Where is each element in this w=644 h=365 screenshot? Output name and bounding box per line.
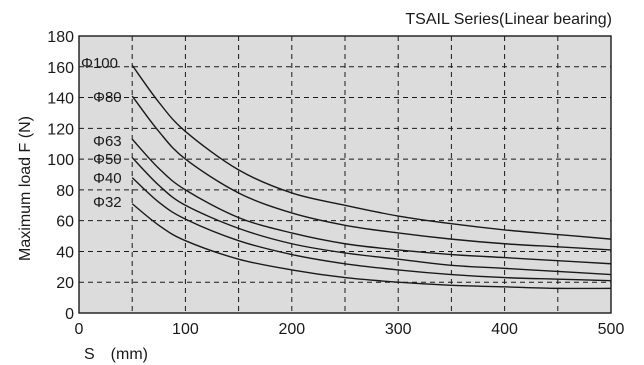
x-tick-label: 200 (278, 321, 305, 338)
y-tick-label: 60 (56, 214, 74, 231)
y-tick-label: 120 (47, 121, 74, 138)
chart-title: TSAIL Series(Linear bearing) (405, 11, 612, 28)
x-tick-label: 300 (385, 321, 412, 338)
tick-labels: 0 20 40 60 80 100 120 140 160 180 0 100 200 300 400 500 (47, 29, 624, 338)
x-tick-label: 0 (75, 321, 84, 338)
series-line-6 (131, 203, 612, 290)
x-axis-title: S (mm) (84, 346, 148, 363)
series-label-5: Φ40 (93, 170, 122, 187)
plot-frame (78, 35, 612, 314)
y-tick-label: 20 (56, 275, 74, 292)
x-tick-label: 100 (172, 321, 199, 338)
series-label-3: Φ63 (93, 133, 122, 150)
y-tick-label: 0 (65, 306, 74, 323)
series-label-4: Φ50 (93, 151, 122, 168)
series-lines (131, 64, 612, 290)
series-line-3 (131, 138, 612, 265)
y-tick-label: 100 (47, 152, 74, 169)
y-axis-title: Maximum load F (N) (17, 116, 34, 261)
series-line-1 (131, 64, 612, 240)
y-tick-label: 40 (56, 244, 74, 261)
series-line-5 (131, 177, 612, 282)
y-tick-label: 140 (47, 91, 74, 108)
series-label-1: Φ100 (81, 55, 118, 72)
y-tick-label: 160 (47, 60, 74, 77)
series-line-2 (131, 95, 612, 251)
series-line-4 (131, 157, 612, 276)
series-label-6: Φ32 (93, 194, 122, 211)
y-tick-label: 180 (47, 29, 74, 46)
series-label-2: Φ80 (93, 89, 122, 106)
grid-lines (79, 36, 611, 313)
x-tick-label: 400 (491, 321, 518, 338)
x-tick-label: 500 (598, 321, 625, 338)
y-tick-label: 80 (56, 183, 74, 200)
